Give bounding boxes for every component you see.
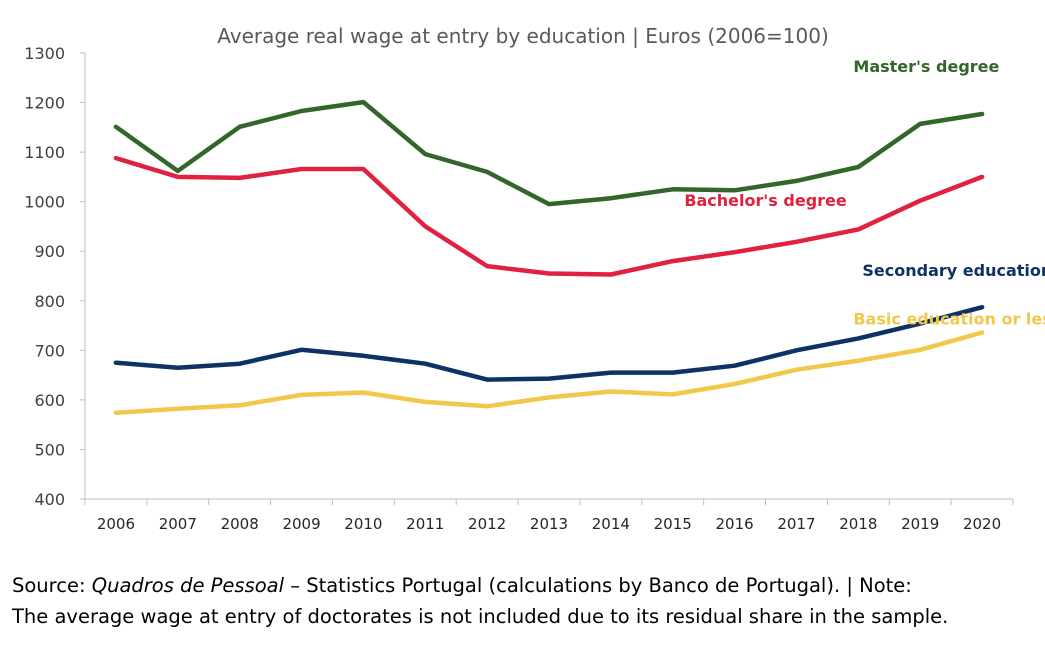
line-chart: Average real wage at entry by education …: [24, 24, 1045, 533]
series-label-0: Master's degree: [853, 57, 999, 76]
y-tick-label: 1200: [24, 94, 65, 113]
y-tick-label: 800: [34, 292, 65, 311]
y-tick-label: 1300: [24, 44, 65, 63]
series-line-1: [113, 155, 985, 277]
y-tick-label: 1000: [24, 193, 65, 212]
series-label-3: Basic education or less: [853, 309, 1045, 328]
x-tick-label: 2018: [839, 515, 877, 533]
series-line-0: [113, 99, 985, 207]
series-line-2: [113, 304, 985, 382]
series-label-1: Bachelor's degree: [684, 191, 847, 210]
x-tick-label: 2020: [963, 515, 1001, 533]
x-tick-label: 2015: [654, 515, 692, 533]
x-tick-label: 2016: [716, 515, 754, 533]
x-tick-label: 2010: [344, 515, 382, 533]
x-tick-label: 2012: [468, 515, 506, 533]
x-tick-label: 2006: [97, 515, 135, 533]
source-line-2: The average wage at entry of doctorates …: [12, 605, 949, 628]
source-rest: – Statistics Portugal (calculations by B…: [284, 574, 912, 597]
x-tick-label: 2014: [592, 515, 630, 533]
chart-title: Average real wage at entry by education …: [217, 24, 829, 48]
x-tick-label: 2013: [530, 515, 568, 533]
y-tick-label: 400: [34, 490, 65, 509]
series-labels: Master's degree Bachelor's degree Secondar…: [684, 57, 1045, 329]
x-tick-label: 2011: [406, 515, 444, 533]
y-tick-label: 700: [34, 341, 65, 360]
x-tick-label: 2019: [901, 515, 939, 533]
x-tick-label: 2007: [159, 515, 197, 533]
series-lines: [113, 99, 985, 416]
x-tick-label: 2009: [282, 515, 320, 533]
y-tick-label: 500: [34, 440, 65, 459]
source-prefix: Source:: [12, 574, 92, 597]
y-tick-label: 900: [34, 242, 65, 261]
axes: 400 500 600 700 800 900 1000 1100 1200 1300 2006 20…: [24, 44, 1014, 533]
y-tick-label: 600: [34, 391, 65, 410]
x-tick-label: 2008: [221, 515, 259, 533]
x-tick-label: 2017: [777, 515, 815, 533]
source-note: Source: Quadros de Pessoal – Statistics …: [12, 570, 1042, 632]
source-line-1: Source: Quadros de Pessoal – Statistics …: [12, 570, 1042, 601]
y-tick-label: 1100: [24, 143, 65, 162]
series-label-2: Secondary education: [862, 261, 1045, 280]
source-italic: Quadros de Pessoal: [91, 574, 285, 597]
series-line-3: [113, 330, 985, 416]
